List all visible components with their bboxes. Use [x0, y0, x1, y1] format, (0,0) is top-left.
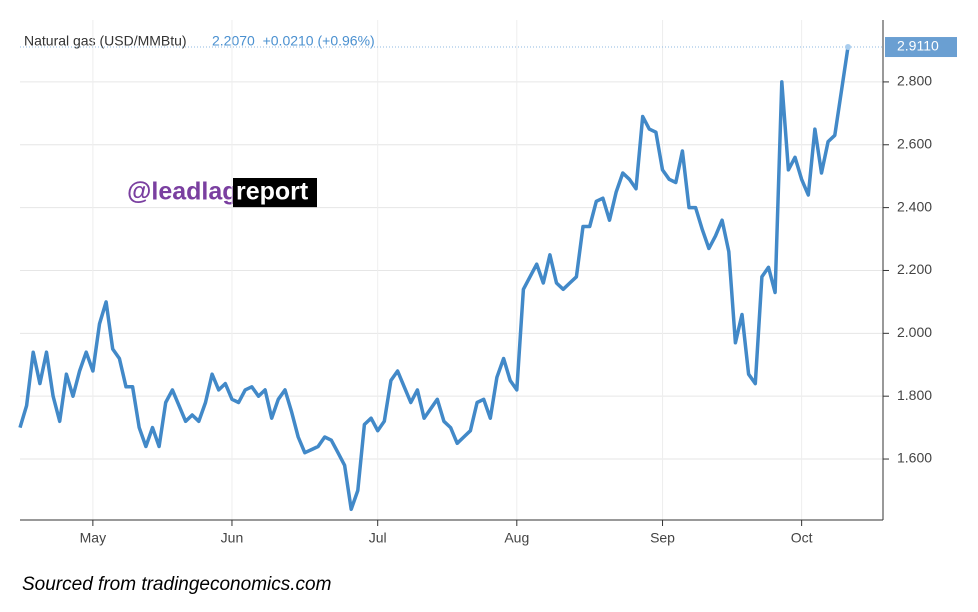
x-tick-label: Oct: [791, 530, 813, 546]
y-tick-label: 2.000: [897, 324, 932, 340]
y-tick-label: 2.600: [897, 135, 932, 151]
y-tick-label: 1.800: [897, 387, 932, 403]
y-tick-label: 2.200: [897, 261, 932, 277]
watermark-box: [233, 178, 317, 208]
last-value-box: [885, 37, 957, 58]
y-tick-label: 2.800: [897, 73, 932, 89]
last-point: [845, 44, 851, 51]
chart-subtitle: 2.2070 +0.0210 (+0.96%): [212, 33, 375, 49]
x-tick-label: Sep: [650, 530, 675, 546]
x-tick-label: Jun: [221, 530, 244, 546]
x-tick-label: Jul: [369, 530, 387, 546]
x-tick-label: Aug: [504, 530, 529, 546]
last-value-label: 2.9110: [897, 38, 939, 54]
source-note: Sourced from tradingeconomics.com: [22, 574, 331, 595]
watermark-suffix: report: [236, 178, 309, 206]
watermark-prefix: @leadlag: [127, 178, 238, 206]
chart-title: Natural gas (USD/MMBtu): [24, 33, 187, 49]
x-tick-label: May: [80, 530, 106, 546]
y-tick-label: 2.400: [897, 198, 932, 214]
y-tick-label: 1.600: [897, 450, 932, 466]
price-line: [18, 46, 850, 512]
